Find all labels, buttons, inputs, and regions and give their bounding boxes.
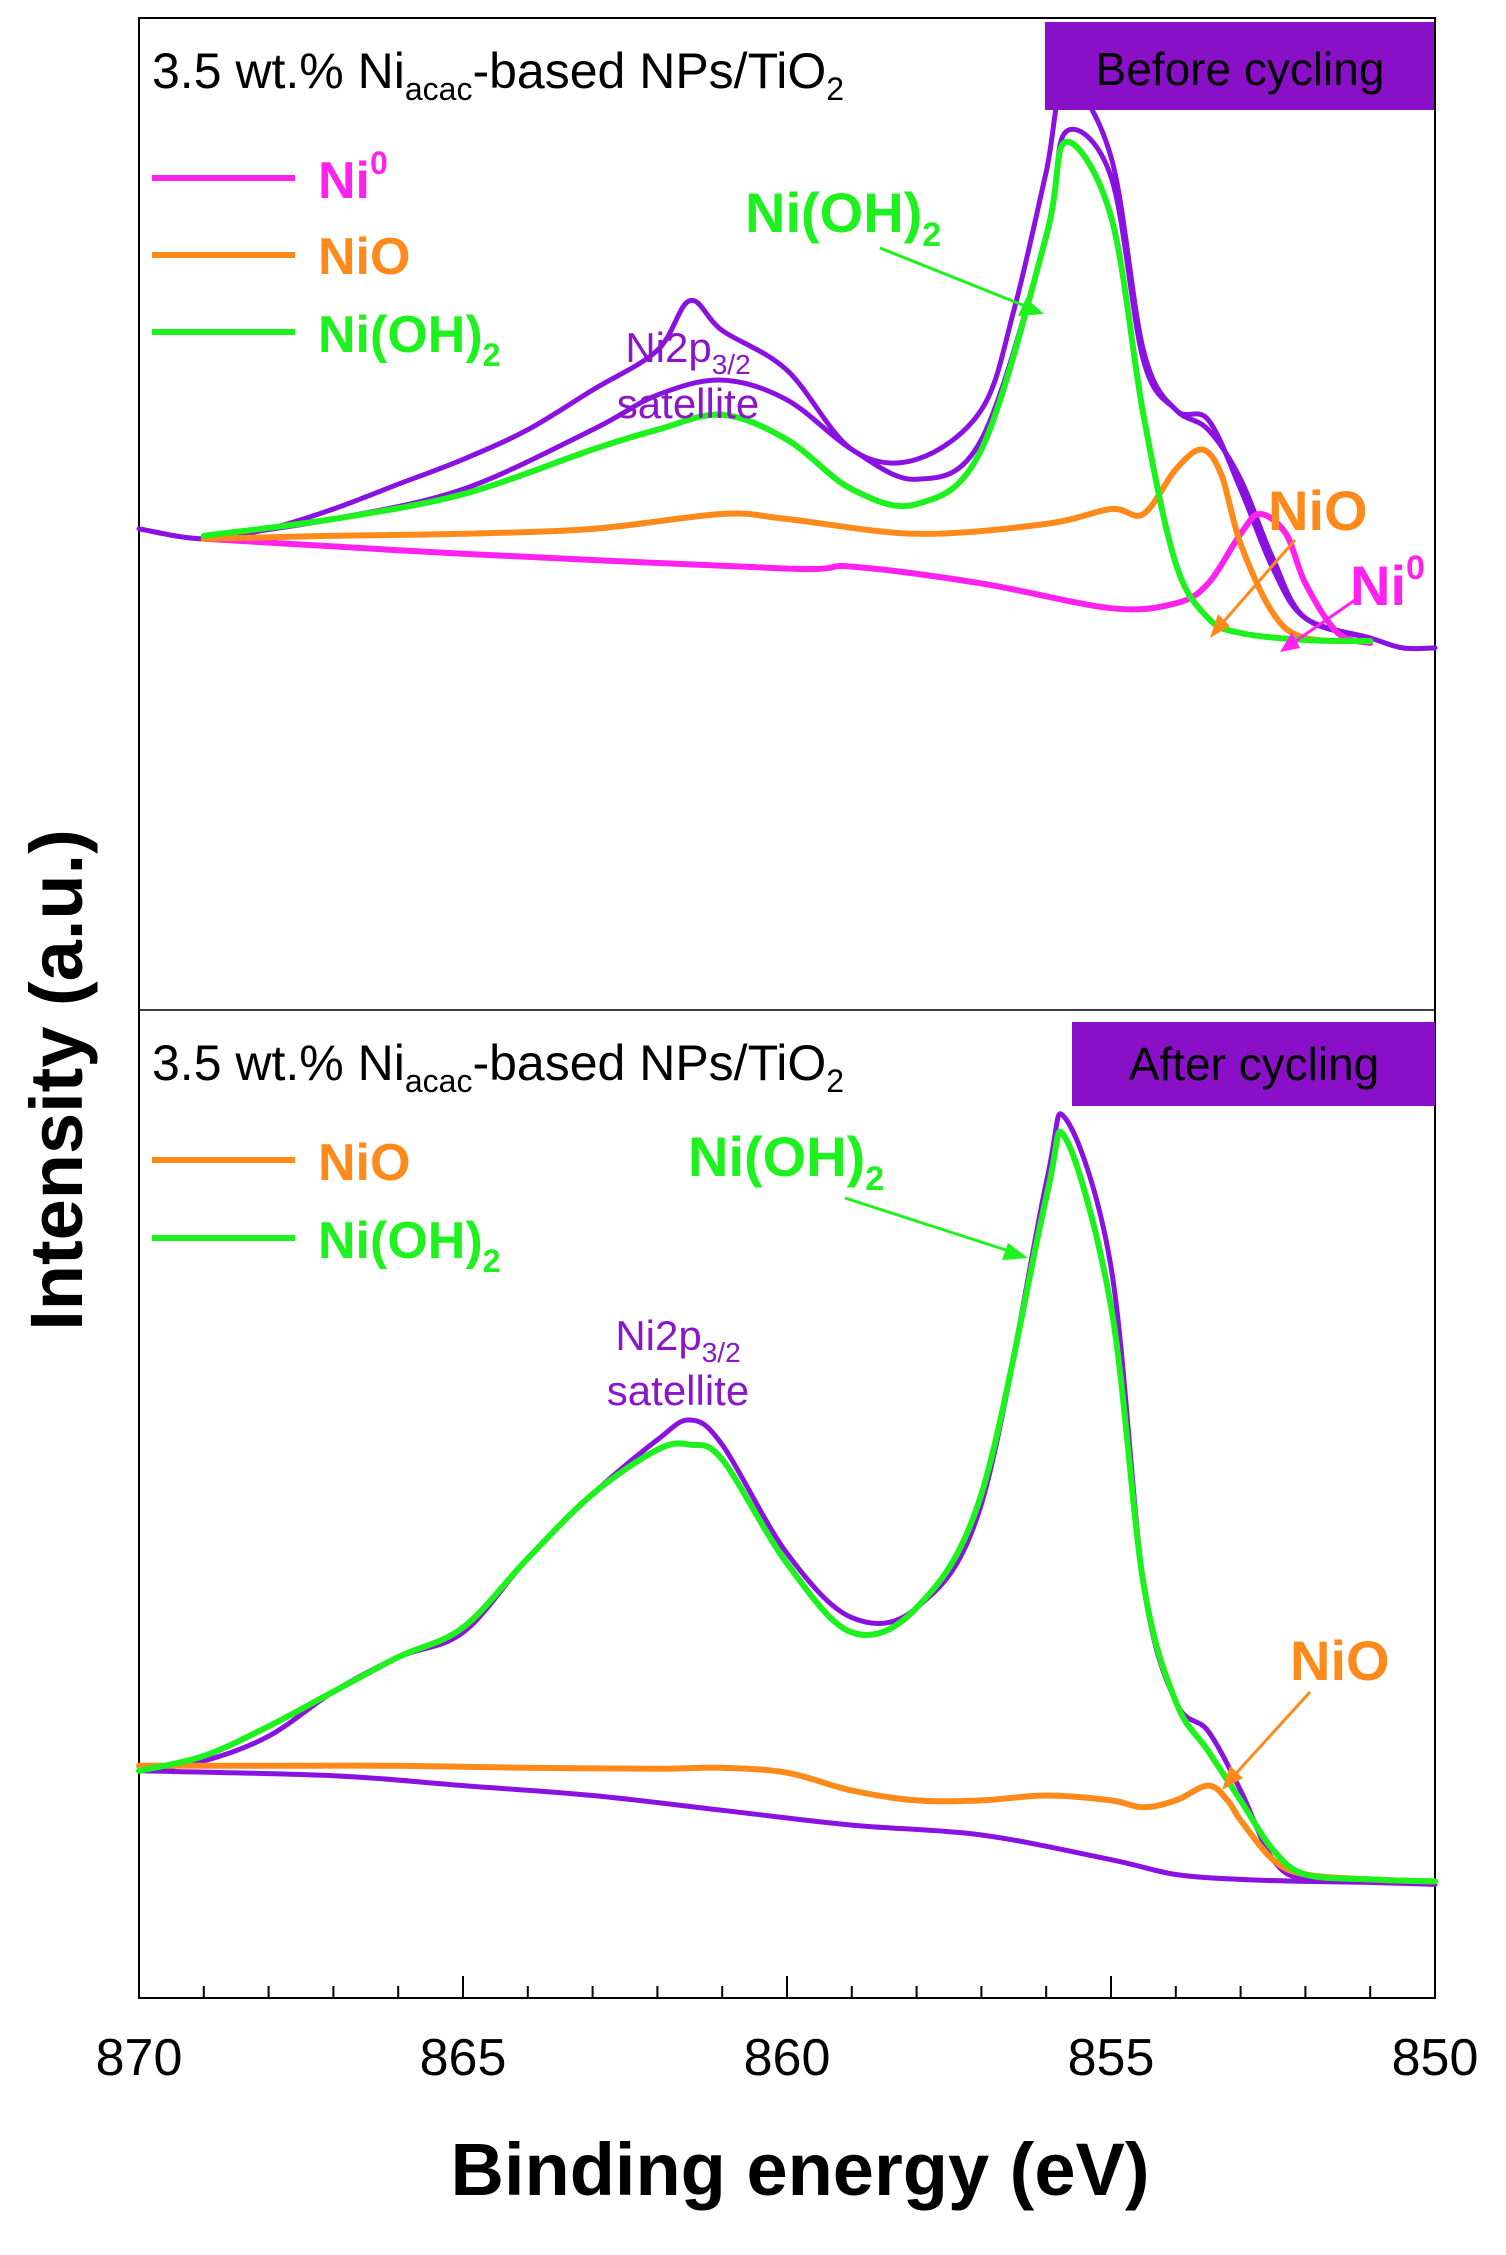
- panel-2-series-nio-2: [136, 1762, 1438, 1885]
- panel-2-title: 3.5 wt.% Niacac-based NPs/TiO2: [152, 1035, 844, 1099]
- panel-1-series-ni-oh-2-4: [200, 138, 1374, 644]
- panel-1-series-measured-0: [136, 80, 1438, 652]
- nio-annotation-2: NiO: [1290, 1629, 1390, 1692]
- panel-2-badge: After cycling: [1129, 1038, 1380, 1090]
- x-tick-label: 855: [1068, 2029, 1155, 2087]
- nioh2-arrowhead-1: [1018, 298, 1044, 316]
- legend-label-nio-2: NiO: [318, 1134, 410, 1192]
- nio-arrowhead-1: [1210, 614, 1230, 638]
- x-tick-label: 850: [1392, 2029, 1479, 2087]
- panel-2-legend: NiO Ni(OH)2: [152, 1134, 500, 1279]
- x-axis-ticks: 870 865 860 855 850: [96, 1976, 1479, 2087]
- nio-arrow-2: [1228, 1690, 1312, 1782]
- y-axis-label: Intensity (a.u.): [15, 829, 98, 1331]
- nioh2-annotation-1: Ni(OH)2: [745, 181, 941, 254]
- x-tick-label: 860: [744, 2029, 831, 2087]
- panel-2-series-ni-oh-2-3: [136, 1128, 1438, 1885]
- panel-1-series-nio-3: [200, 446, 1374, 645]
- panel-1-legend: Ni0 NiO Ni(OH)2: [152, 145, 500, 373]
- satellite-label-2: satellite: [617, 380, 759, 427]
- legend-label-ni0: Ni0: [318, 145, 388, 210]
- satellite-label-2b: satellite: [607, 1367, 749, 1414]
- panel-2-badge-bg: [1072, 1022, 1435, 1106]
- nio-arrow-1: [1216, 539, 1297, 629]
- panel-1-badge: Before cycling: [1096, 43, 1385, 95]
- nio-arrowhead-2: [1222, 1766, 1243, 1790]
- panel-2-series-background-1: [136, 1768, 1438, 1887]
- ni0-annotation-1: Ni0: [1350, 549, 1425, 617]
- panel-1-badge-bg: [1045, 22, 1434, 110]
- satellite-label-2a: Ni2p3/2: [615, 1312, 740, 1368]
- panel-1-annotations: Ni2p3/2 satellite Ni(OH)2 NiO Ni0: [617, 181, 1425, 652]
- x-tick-label: 865: [420, 2029, 507, 2087]
- nioh2-arrowhead-2: [1002, 1243, 1028, 1260]
- nioh2-arrow-2: [844, 1196, 1013, 1254]
- nioh2-arrow-1: [879, 246, 1031, 310]
- panel-2-series-measured-0: [136, 1111, 1438, 1884]
- satellite-label-1: Ni2p3/2: [625, 324, 750, 380]
- ni0-arrowhead-1: [1280, 632, 1300, 652]
- legend-label-nio: NiO: [318, 228, 410, 286]
- x-axis-label: Binding energy (eV): [451, 2128, 1150, 2211]
- legend-label-nioh2: Ni(OH)2: [318, 306, 500, 373]
- panel-1-title: 3.5 wt.% Niacac-based NPs/TiO2: [152, 43, 844, 107]
- x-tick-label: 870: [96, 2029, 183, 2087]
- legend-label-nioh2-2: Ni(OH)2: [318, 1212, 500, 1279]
- nio-annotation-1: NiO: [1268, 479, 1368, 542]
- nioh2-annotation-2: Ni(OH)2: [688, 1125, 884, 1198]
- ni0-arrow-1: [1289, 598, 1356, 647]
- panel-2-annotations: Ni2p3/2 satellite Ni(OH)2 NiO: [607, 1125, 1390, 1790]
